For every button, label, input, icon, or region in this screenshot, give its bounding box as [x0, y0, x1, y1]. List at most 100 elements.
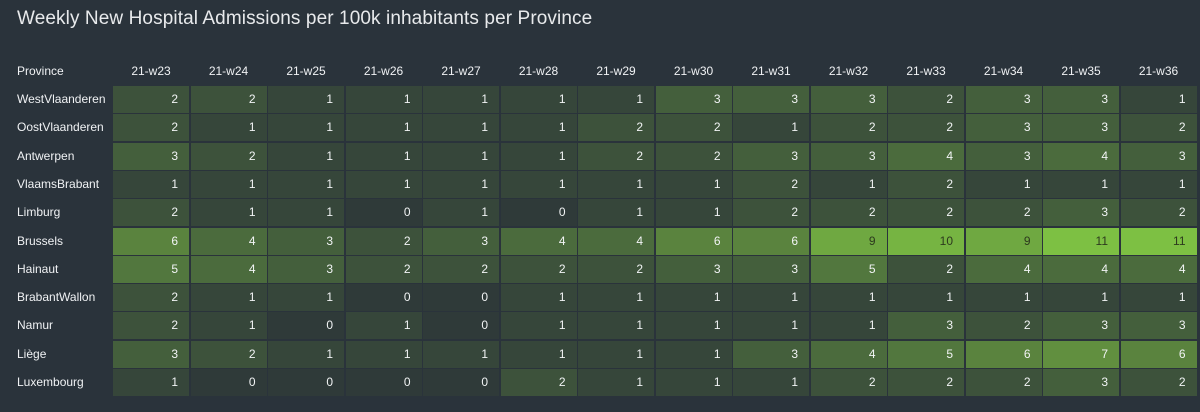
heatmap-cell[interactable]: 9: [810, 227, 887, 255]
heatmap-cell[interactable]: 2: [113, 312, 189, 340]
heatmap-cell[interactable]: 1: [423, 340, 499, 368]
heatmap-cell[interactable]: 3: [423, 227, 499, 255]
heatmap-cell[interactable]: 4: [1120, 255, 1197, 283]
heatmap-cell[interactable]: 2: [810, 369, 887, 396]
heatmap-cell[interactable]: 1: [655, 340, 732, 368]
heatmap-cell[interactable]: 1: [500, 312, 577, 340]
heatmap-cell[interactable]: 4: [810, 340, 887, 368]
heatmap-cell[interactable]: 1: [423, 170, 499, 198]
heatmap-cell[interactable]: 2: [190, 340, 267, 368]
heatmap-cell[interactable]: 1: [345, 312, 422, 340]
heatmap-cell[interactable]: 5: [810, 255, 887, 283]
heatmap-cell[interactable]: 2: [733, 199, 809, 227]
heatmap-cell[interactable]: 1: [345, 86, 422, 113]
heatmap-cell[interactable]: 2: [888, 114, 964, 142]
heatmap-cell[interactable]: 2: [113, 284, 189, 312]
heatmap-cell[interactable]: 3: [268, 227, 344, 255]
heatmap-cell[interactable]: 1: [733, 114, 809, 142]
heatmap-cell[interactable]: 3: [655, 86, 732, 113]
heatmap-cell[interactable]: 1: [345, 170, 422, 198]
heatmap-cell[interactable]: 3: [733, 86, 809, 113]
heatmap-cell[interactable]: 0: [268, 312, 344, 340]
heatmap-cell[interactable]: 3: [810, 142, 887, 170]
heatmap-cell[interactable]: 2: [113, 86, 189, 113]
heatmap-cell[interactable]: 4: [500, 227, 577, 255]
heatmap-cell[interactable]: 1: [500, 284, 577, 312]
heatmap-cell[interactable]: 1: [1120, 170, 1197, 198]
heatmap-cell[interactable]: 4: [1043, 255, 1119, 283]
heatmap-cell[interactable]: 1: [655, 170, 732, 198]
heatmap-cell[interactable]: 9: [965, 227, 1042, 255]
heatmap-cell[interactable]: 1: [268, 114, 344, 142]
heatmap-cell[interactable]: 2: [888, 170, 964, 198]
heatmap-cell[interactable]: 2: [578, 114, 654, 142]
heatmap-cell[interactable]: 11: [1120, 227, 1197, 255]
heatmap-cell[interactable]: 2: [500, 369, 577, 396]
heatmap-cell[interactable]: 3: [1043, 114, 1119, 142]
heatmap-cell[interactable]: 5: [113, 255, 189, 283]
heatmap-cell[interactable]: 4: [190, 227, 267, 255]
heatmap-cell[interactable]: 2: [1120, 369, 1197, 396]
heatmap-cell[interactable]: 2: [965, 312, 1042, 340]
heatmap-cell[interactable]: 2: [888, 199, 964, 227]
heatmap-cell[interactable]: 2: [578, 142, 654, 170]
heatmap-cell[interactable]: 1: [655, 199, 732, 227]
heatmap-cell[interactable]: 2: [345, 227, 422, 255]
heatmap-cell[interactable]: 1: [423, 142, 499, 170]
heatmap-cell[interactable]: 1: [190, 284, 267, 312]
heatmap-cell[interactable]: 1: [578, 340, 654, 368]
heatmap-cell[interactable]: 1: [733, 284, 809, 312]
heatmap-cell[interactable]: 2: [1120, 114, 1197, 142]
heatmap-cell[interactable]: 3: [1043, 86, 1119, 113]
heatmap-cell[interactable]: 3: [655, 255, 732, 283]
heatmap-cell[interactable]: 2: [345, 255, 422, 283]
heatmap-cell[interactable]: 3: [965, 142, 1042, 170]
heatmap-cell[interactable]: 1: [1043, 170, 1119, 198]
heatmap-cell[interactable]: 7: [1043, 340, 1119, 368]
heatmap-cell[interactable]: 2: [578, 255, 654, 283]
heatmap-cell[interactable]: 1: [268, 86, 344, 113]
heatmap-cell[interactable]: 1: [345, 340, 422, 368]
heatmap-cell[interactable]: 1: [190, 170, 267, 198]
heatmap-cell[interactable]: 0: [423, 369, 499, 396]
heatmap-cell[interactable]: 0: [345, 284, 422, 312]
heatmap-cell[interactable]: 3: [1043, 199, 1119, 227]
heatmap-cell[interactable]: 6: [733, 227, 809, 255]
heatmap-cell[interactable]: 1: [500, 142, 577, 170]
heatmap-cell[interactable]: 3: [733, 142, 809, 170]
heatmap-cell[interactable]: 1: [268, 340, 344, 368]
heatmap-cell[interactable]: 0: [345, 369, 422, 396]
heatmap-cell[interactable]: 1: [578, 284, 654, 312]
heatmap-cell[interactable]: 4: [965, 255, 1042, 283]
heatmap-cell[interactable]: 0: [423, 312, 499, 340]
heatmap-cell[interactable]: 1: [578, 86, 654, 113]
heatmap-cell[interactable]: 1: [578, 199, 654, 227]
heatmap-cell[interactable]: 1: [500, 114, 577, 142]
heatmap-cell[interactable]: 2: [190, 86, 267, 113]
heatmap-cell[interactable]: 3: [965, 114, 1042, 142]
heatmap-cell[interactable]: 2: [888, 255, 964, 283]
heatmap-cell[interactable]: 2: [733, 170, 809, 198]
heatmap-cell[interactable]: 2: [1120, 199, 1197, 227]
heatmap-cell[interactable]: 2: [810, 114, 887, 142]
heatmap-cell[interactable]: 2: [965, 369, 1042, 396]
heatmap-cell[interactable]: 6: [965, 340, 1042, 368]
heatmap-cell[interactable]: 1: [190, 199, 267, 227]
heatmap-cell[interactable]: 1: [965, 284, 1042, 312]
heatmap-cell[interactable]: 3: [1120, 312, 1197, 340]
heatmap-cell[interactable]: 2: [423, 255, 499, 283]
heatmap-cell[interactable]: 1: [888, 284, 964, 312]
heatmap-cell[interactable]: 2: [113, 114, 189, 142]
heatmap-cell[interactable]: 1: [113, 369, 189, 396]
heatmap-cell[interactable]: 1: [423, 199, 499, 227]
heatmap-cell[interactable]: 1: [190, 312, 267, 340]
heatmap-cell[interactable]: 4: [578, 227, 654, 255]
heatmap-cell[interactable]: 3: [733, 340, 809, 368]
heatmap-cell[interactable]: 1: [345, 114, 422, 142]
heatmap-cell[interactable]: 3: [268, 255, 344, 283]
heatmap-cell[interactable]: 6: [655, 227, 732, 255]
heatmap-cell[interactable]: 1: [345, 142, 422, 170]
heatmap-cell[interactable]: 3: [1043, 312, 1119, 340]
heatmap-cell[interactable]: 0: [423, 284, 499, 312]
heatmap-cell[interactable]: 6: [1120, 340, 1197, 368]
